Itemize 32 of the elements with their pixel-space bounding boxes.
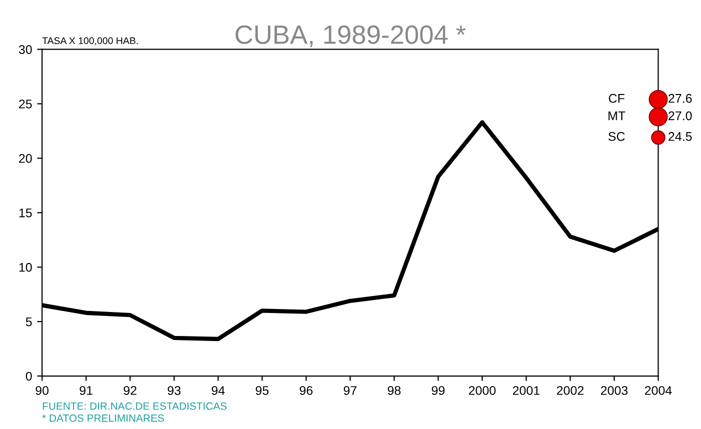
x-tick-label: 95 xyxy=(256,386,269,395)
x-tick-label: 2004 xyxy=(644,386,672,395)
annotation: SC xyxy=(608,132,625,141)
chart-title: CUBA, 1989-2004 * xyxy=(236,25,466,48)
y-tick-label: 5 xyxy=(26,318,32,326)
x-tick-label: 2000 xyxy=(468,386,496,395)
x-tick-label: 2003 xyxy=(600,386,628,395)
y-tick-label: 0 xyxy=(26,372,32,381)
y-tick-label: 20 xyxy=(19,154,32,163)
x-tick-label: 92 xyxy=(124,386,136,395)
x-tick-label: 96 xyxy=(300,386,313,395)
x-tick-label: 2002 xyxy=(556,386,584,395)
source-note: FUENTE: DIR.NAC.DE ESTADISTICAS xyxy=(42,402,227,410)
x-tick-label: 97 xyxy=(344,386,356,395)
y-tick-label: 15 xyxy=(19,208,32,218)
y-tick-label: 25 xyxy=(19,100,32,108)
y-tick-label: 10 xyxy=(19,262,32,272)
y-tick-label: 30 xyxy=(18,45,32,54)
x-tick-label: 93 xyxy=(168,386,180,395)
annotation: 24.5 xyxy=(668,132,692,141)
annotation: CF xyxy=(608,94,624,103)
x-tick-label: 99 xyxy=(432,386,445,395)
annotation: 27.0 xyxy=(668,111,692,120)
annotation: 27.6 xyxy=(668,94,692,103)
annotation: MT xyxy=(608,111,626,120)
x-tick-label: 94 xyxy=(212,386,225,395)
x-tick-label: 91 xyxy=(80,386,92,395)
x-tick-label: 2001 xyxy=(512,386,540,395)
text: * DATOS PRELIMINARES xyxy=(42,414,164,422)
x-tick-label: 90 xyxy=(36,386,49,395)
y-axis-title: TASA X 100,000 HAB. xyxy=(42,37,138,46)
x-tick-label: 98 xyxy=(388,386,401,395)
